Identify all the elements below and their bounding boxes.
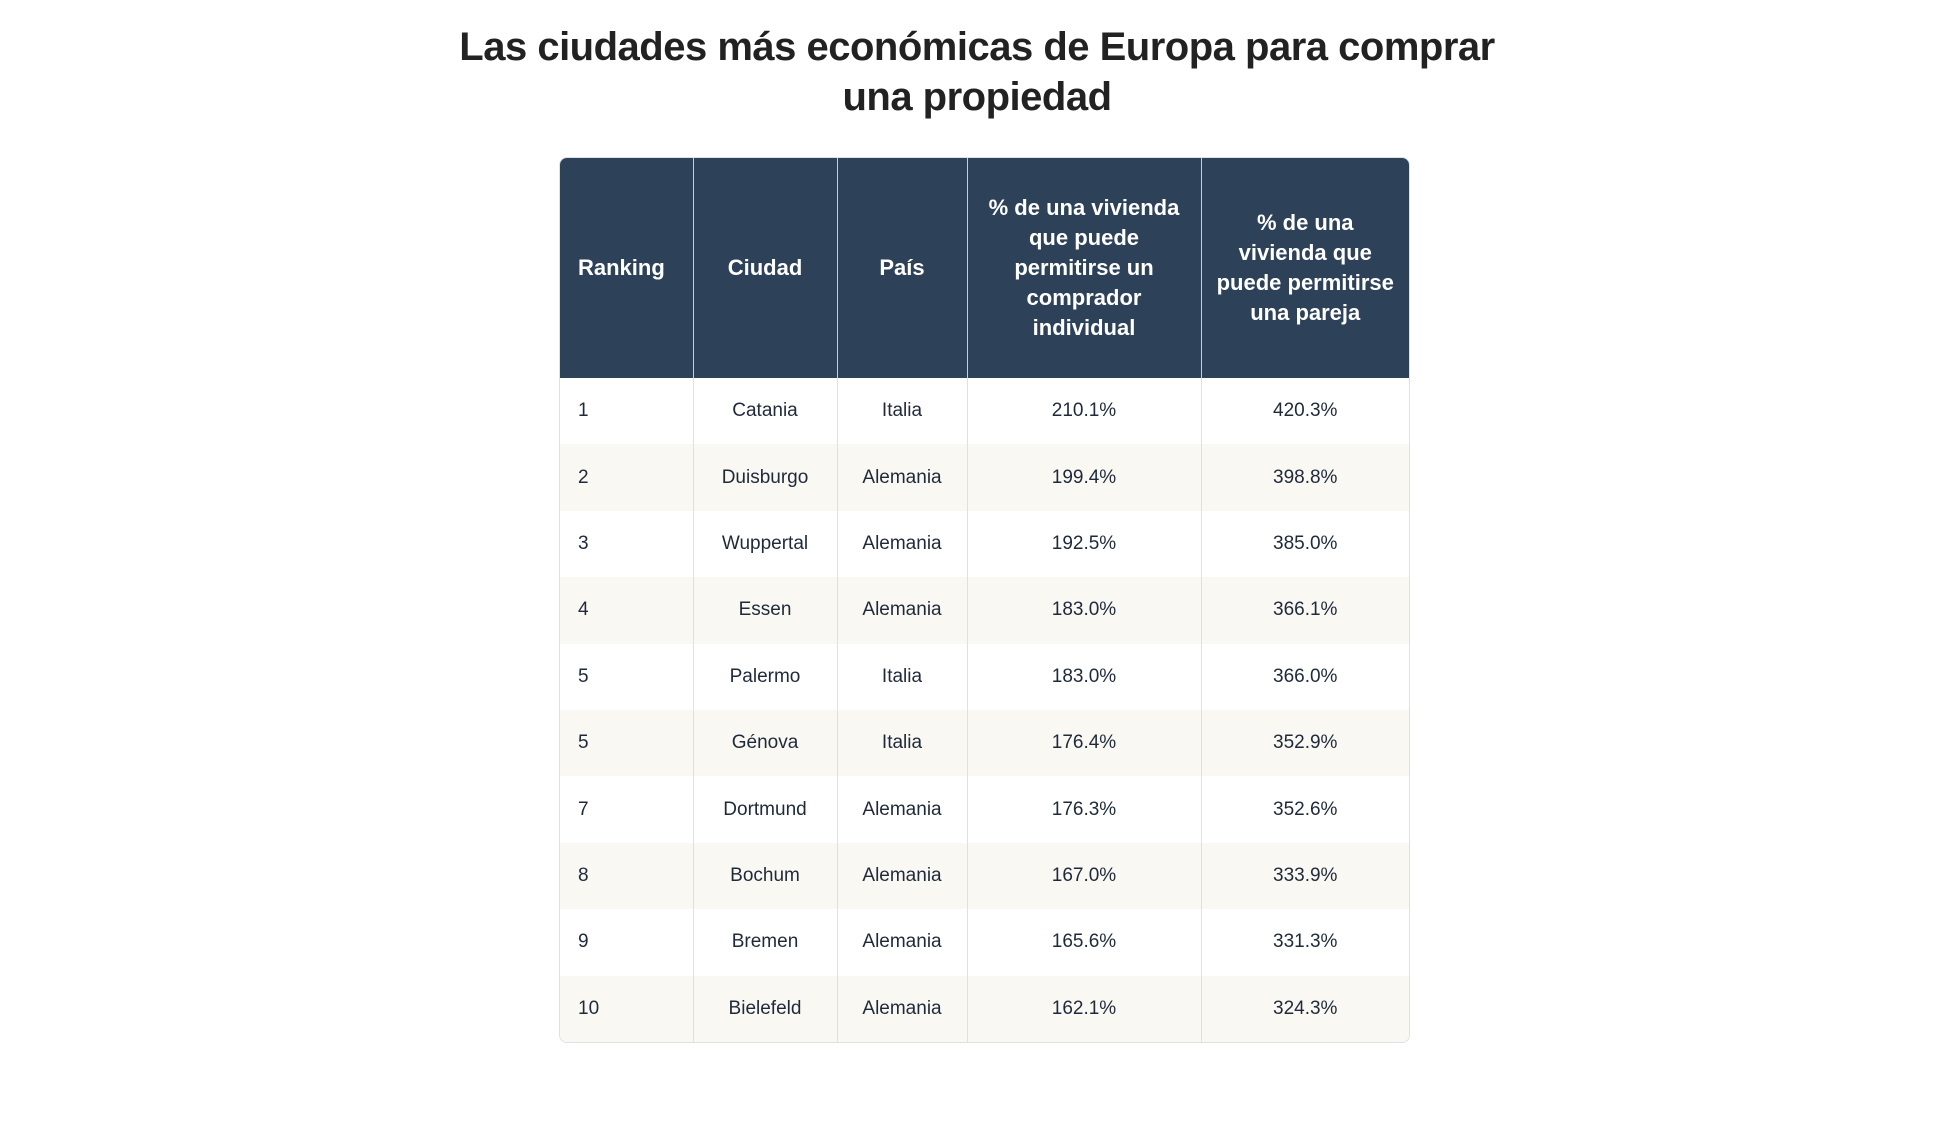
table-row: 2 Duisburgo Alemania 199.4% 398.8% [560,444,1409,511]
cell-country: Italia [836,643,967,710]
table-row: 5 Palermo Italia 183.0% 366.0% [560,643,1409,710]
cell-ranking: 2 [560,444,693,511]
cell-ranking: 1 [560,378,693,445]
table-row: 10 Bielefeld Alemania 162.1% 324.3% [560,975,1409,1042]
cell-ranking: 5 [560,643,693,710]
cell-ranking: 8 [560,842,693,910]
cell-ranking: 9 [560,909,693,976]
ranking-table: Ranking Ciudad País% de una vivienda que p… [559,157,1410,1043]
cell-single-buyer-pct: 176.3% [966,776,1201,843]
page-title: Las ciudades más económicas de Europa pa… [0,22,1954,122]
cell-single-buyer-pct: 162.1% [966,975,1201,1042]
cell-couple-pct: 333.9% [1200,842,1409,910]
table-row: 5 Génova Italia 176.4% 352.9% [560,709,1409,777]
cell-city: Dortmund [692,776,837,843]
cell-city: Duisburgo [692,444,837,511]
cell-city: Bielefeld [692,975,837,1042]
cell-ranking: 7 [560,776,693,843]
title-line-1: Las ciudades más económicas de Europa pa… [459,25,1495,69]
cell-ranking: 5 [560,709,693,777]
cell-city: Wuppertal [692,510,837,578]
cell-couple-pct: 420.3% [1200,378,1409,445]
cell-ranking: 4 [560,577,693,644]
table-row: 9 Bremen Alemania 165.6% 331.3% [560,909,1409,976]
cell-single-buyer-pct: 199.4% [966,444,1201,511]
cell-single-buyer-pct: 192.5% [966,510,1201,578]
cell-country: Italia [836,378,967,445]
cell-city: Essen [692,577,837,644]
cell-couple-pct: 352.6% [1200,776,1409,843]
cell-couple-pct: 324.3% [1200,975,1409,1042]
cell-couple-pct: 331.3% [1200,909,1409,976]
cell-couple-pct: 352.9% [1200,709,1409,777]
cell-country: Alemania [836,776,967,843]
cell-city: Génova [692,709,837,777]
cell-city: Bremen [692,909,837,976]
table-row: 8 Bochum Alemania 167.0% 333.9% [560,842,1409,910]
cell-ranking: 10 [560,975,693,1042]
cell-country: Alemania [836,975,967,1042]
cell-single-buyer-pct: 167.0% [966,842,1201,910]
title-line-2: una propiedad [842,75,1112,119]
column-header-couple-pct: % de una vivienda que puede permitirse u… [1200,158,1409,378]
cell-city: Bochum [692,842,837,910]
column-header-country: País [836,158,967,378]
column-header-single-buyer-pct: % de una vivienda que puede permitirse u… [966,158,1201,378]
cell-couple-pct: 366.0% [1200,643,1409,710]
column-header-city: Ciudad [692,158,837,378]
table-row: 1 Catania Italia 210.1% 420.3% [560,378,1409,445]
table-header-row: Ranking Ciudad País% de una vivienda que p… [560,158,1409,378]
cell-single-buyer-pct: 183.0% [966,577,1201,644]
cell-country: Alemania [836,909,967,976]
cell-country: Alemania [836,577,967,644]
cell-single-buyer-pct: 210.1% [966,378,1201,445]
cell-couple-pct: 366.1% [1200,577,1409,644]
cell-city: Palermo [692,643,837,710]
cell-ranking: 3 [560,510,693,578]
cell-single-buyer-pct: 165.6% [966,909,1201,976]
cell-country: Alemania [836,510,967,578]
cell-single-buyer-pct: 176.4% [966,709,1201,777]
cell-couple-pct: 385.0% [1200,510,1409,578]
cell-city: Catania [692,378,837,445]
table-row: 4 Essen Alemania 183.0% 366.1% [560,577,1409,644]
column-header-ranking: Ranking [560,158,693,378]
cell-country: Alemania [836,444,967,511]
table-row: 3 Wuppertal Alemania 192.5% 385.0% [560,510,1409,578]
cell-country: Italia [836,709,967,777]
cell-country: Alemania [836,842,967,910]
table-row: 7 Dortmund Alemania 176.3% 352.6% [560,776,1409,843]
cell-single-buyer-pct: 183.0% [966,643,1201,710]
cell-couple-pct: 398.8% [1200,444,1409,511]
